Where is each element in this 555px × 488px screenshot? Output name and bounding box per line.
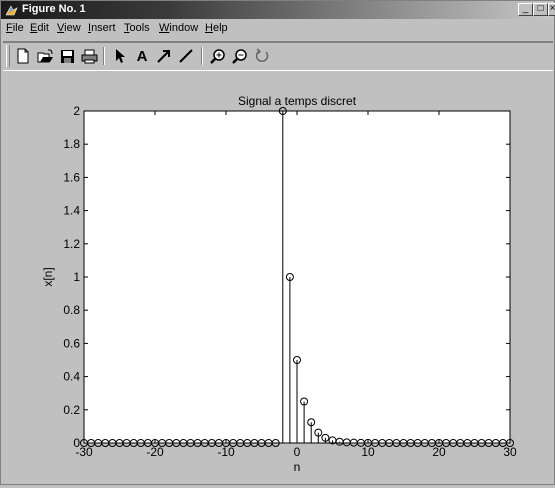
insert-arrow-button[interactable] (153, 45, 175, 67)
close-icon: × (549, 3, 555, 14)
menu-file[interactable]: File (6, 22, 24, 34)
x-tick-label: 10 (361, 445, 375, 459)
stem-marker (278, 107, 287, 115)
menu-tools[interactable]: Tools (124, 22, 150, 34)
zoom-out-icon (231, 48, 247, 64)
print-button[interactable] (78, 45, 100, 67)
zoom-in-icon (209, 48, 225, 64)
new-figure-button[interactable] (12, 45, 34, 67)
stem-marker (293, 356, 301, 364)
open-folder-icon (37, 48, 53, 62)
y-tick-label: 1.4 (63, 204, 80, 218)
toolbar-grip[interactable] (6, 45, 10, 67)
rotate-icon (255, 48, 269, 63)
stem-plot[interactable]: -30 -20 -10 0 10 20 30 0 0.2 0.4 0.6 0.8 1 1.2 1.4 1.6 1… (3, 71, 553, 483)
y-tick-label: 1.2 (63, 237, 80, 251)
y-tick-label: 1.6 (63, 170, 80, 184)
matlab-figure-icon (5, 5, 18, 16)
toolbar: A (3, 41, 553, 71)
rotate-3d-button[interactable] (251, 45, 273, 67)
save-button[interactable] (56, 45, 78, 67)
toolbar-separator (201, 47, 203, 65)
print-icon (81, 49, 97, 63)
x-tick-label: 30 (503, 445, 517, 459)
menu-bar: File Edit View Insert Tools Window Help (3, 19, 553, 39)
stem-marker (307, 418, 316, 427)
zoom-in-button[interactable] (207, 45, 229, 67)
minimize-button[interactable]: _ (518, 3, 533, 16)
menu-window[interactable]: Window (159, 22, 199, 34)
new-file-icon (17, 48, 29, 64)
menu-insert[interactable]: Insert (88, 22, 116, 34)
insert-text-button[interactable]: A (131, 45, 153, 67)
insert-line-icon (179, 49, 193, 63)
y-tick-label: 0.8 (63, 303, 80, 317)
y-tick-label: 1.8 (63, 137, 80, 151)
stem-marker (321, 433, 330, 442)
maximize-icon: □ (537, 3, 544, 14)
title-bar[interactable]: Figure No. 1 _ □ × (1, 1, 555, 19)
x-tick-label: -30 (75, 445, 93, 459)
window-title: Figure No. 1 (22, 3, 86, 15)
y-tick-label: 1 (73, 270, 80, 284)
figure-canvas[interactable]: -30 -20 -10 0 10 20 30 0 0.2 0.4 0.6 0.8 1 1.2 1.4 1.6 1… (3, 71, 553, 483)
stem-marker (506, 439, 514, 447)
open-file-button[interactable] (34, 45, 56, 67)
menu-view[interactable]: View (57, 22, 81, 34)
y-tick-label: 0 (73, 436, 80, 450)
stem-marker (300, 397, 309, 406)
zoom-out-button[interactable] (229, 45, 251, 67)
stem-marker (314, 428, 323, 437)
x-tick-label: -10 (217, 445, 235, 459)
y-tick-label: 0.2 (63, 403, 80, 417)
y-tick-label: 0.4 (63, 370, 80, 384)
insert-arrow-icon (157, 50, 170, 63)
stem-marker (271, 439, 280, 447)
close-button[interactable]: × (548, 3, 555, 16)
insert-text-icon: A (136, 47, 148, 65)
save-icon (60, 49, 74, 63)
minimize-icon: _ (522, 3, 529, 14)
x-tick-label: -20 (146, 445, 164, 459)
y-tick-label: 0.6 (63, 336, 80, 350)
y-axis-label: x[n] (41, 267, 55, 286)
chart-title: Signal a temps discret (238, 94, 357, 108)
stem-marker (285, 273, 294, 281)
maximize-button[interactable]: □ (533, 3, 548, 16)
menu-help[interactable]: Help (205, 22, 228, 34)
x-axis-label: n (294, 460, 301, 474)
x-tick-label: 0 (294, 445, 301, 459)
menu-edit[interactable]: Edit (30, 22, 49, 34)
x-tick-label: 20 (432, 445, 446, 459)
y-tick-label: 2 (73, 104, 80, 118)
insert-line-button[interactable] (175, 45, 197, 67)
select-arrow-icon (116, 49, 125, 63)
edit-plot-button[interactable] (109, 45, 131, 67)
toolbar-separator (103, 47, 105, 65)
